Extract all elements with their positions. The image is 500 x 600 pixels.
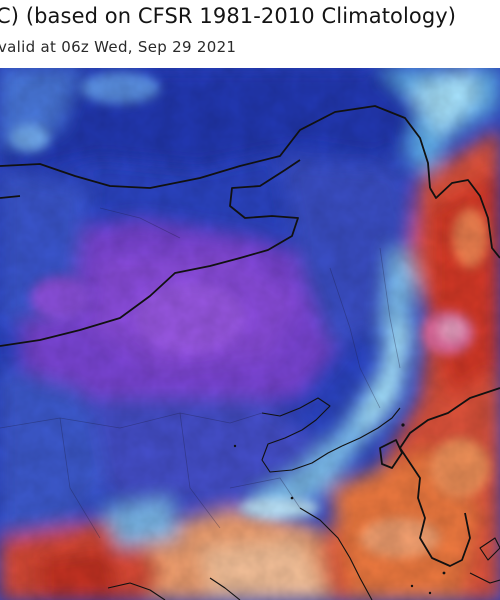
coastline-bohai <box>261 397 343 473</box>
temperature-anomaly-map <box>0 68 500 600</box>
border-west-spur <box>0 195 21 199</box>
coastline-yellow-sea <box>341 407 401 447</box>
map-canvas <box>0 68 500 600</box>
coastlines <box>107 397 500 600</box>
islands <box>233 423 446 595</box>
coastline-korea <box>399 387 500 567</box>
province-lines <box>0 207 401 539</box>
coastline-tsushima <box>479 537 500 561</box>
figure-valid-time: valid at 06z Wed, Sep 29 2021 <box>0 38 237 56</box>
coastline-south-2 <box>209 577 241 600</box>
border-mongolia-china <box>0 159 301 347</box>
coastline-liaodong <box>379 439 403 469</box>
coastline-east-china <box>299 507 373 600</box>
field-texture <box>0 68 500 600</box>
figure-header: C) (based on CFSR 1981-2010 Climatology)… <box>0 0 500 68</box>
country-borders <box>0 105 500 567</box>
border-russia-mongolia <box>0 105 431 189</box>
border-russia-china-east <box>429 179 500 259</box>
coastline-japan <box>469 572 500 584</box>
figure-title: C) (based on CFSR 1981-2010 Climatology) <box>0 4 457 28</box>
coastline-south <box>107 582 166 600</box>
